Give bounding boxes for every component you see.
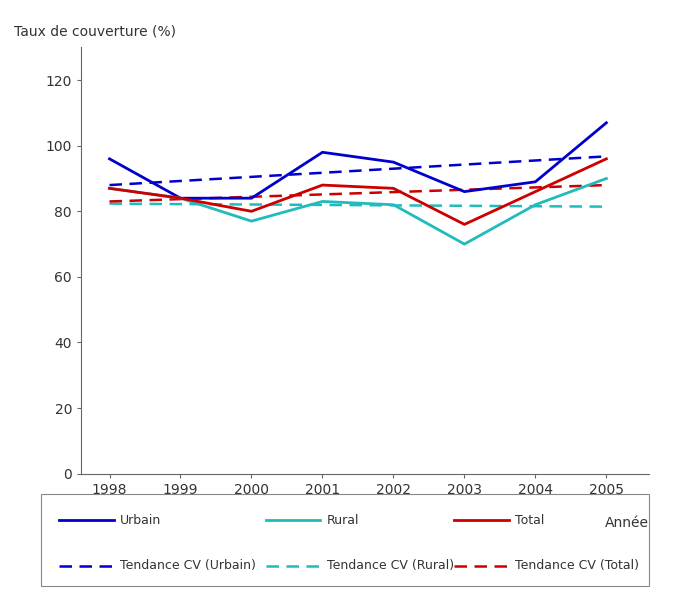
Text: Taux de couverture (%): Taux de couverture (%)	[14, 24, 176, 38]
Text: Rural: Rural	[327, 513, 359, 526]
Text: Tendance CV (Urbain): Tendance CV (Urbain)	[120, 559, 256, 572]
Text: Tendance CV (Rural): Tendance CV (Rural)	[327, 559, 454, 572]
Text: Tendance CV (Total): Tendance CV (Total)	[515, 559, 639, 572]
Text: Année: Année	[605, 516, 649, 530]
Text: Urbain: Urbain	[120, 513, 161, 526]
Text: Total: Total	[515, 513, 544, 526]
